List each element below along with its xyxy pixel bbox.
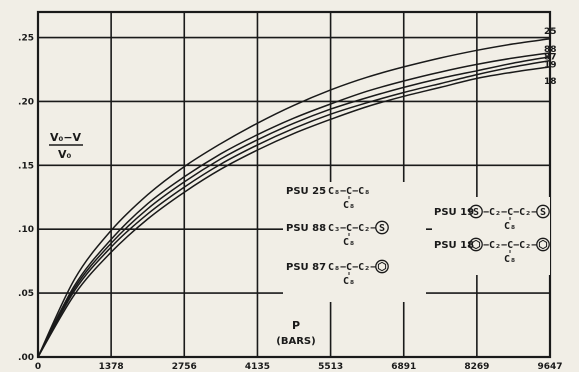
x-tick-label: 1378 <box>99 362 124 372</box>
phenyl-hexagon <box>471 239 481 250</box>
legend-branch: C₈ <box>343 276 355 287</box>
series-end-label: 87 <box>544 53 557 63</box>
phenyl-hexagon <box>377 261 387 272</box>
legend-formula: C₈−C−C₂− <box>328 262 376 273</box>
thiophene-s-label: S <box>379 223 385 234</box>
thiophene-ring-icon <box>469 204 483 219</box>
x-tick-label: 4135 <box>245 362 270 372</box>
x-tick-label: 2756 <box>172 362 197 372</box>
legend-background-right <box>432 197 550 275</box>
legend-branch: C₈ <box>343 200 355 211</box>
series-end-label: 18 <box>544 77 557 87</box>
phenyl-ring-icon <box>536 237 550 252</box>
y-axis-label-numerator: V₀−V <box>50 131 82 144</box>
series-line-25 <box>37 38 551 358</box>
series-line-87 <box>37 55 551 358</box>
x-axis-label: P <box>292 319 300 332</box>
x-tick-label: 8269 <box>464 362 489 372</box>
legend-formula: C₃−C−C₂− <box>328 223 376 234</box>
thiophene-ring-icon <box>536 204 550 219</box>
x-tick-label: 9647 <box>537 362 562 372</box>
legend-formula: C₈−C−C₈ <box>328 186 370 197</box>
legend-label: PSU 19 <box>434 207 474 218</box>
thiophene-ring-icon <box>375 220 389 235</box>
x-tick-label: 6891 <box>391 362 416 372</box>
x-tick-label: 0 <box>35 362 41 372</box>
series-end-label: 19 <box>544 61 557 71</box>
y-axis-label-denominator: V₀ <box>58 148 72 161</box>
legend-background-left <box>283 182 426 302</box>
legend-label: PSU 87 <box>286 262 326 273</box>
legend-formula: −C₂−C−C₂− <box>483 240 537 251</box>
series-line-19 <box>37 59 551 358</box>
y-tick-label: .15 <box>18 161 34 171</box>
series-end-label: 25 <box>544 27 557 37</box>
plot-frame <box>36 10 552 359</box>
phenyl-ring-icon <box>469 237 483 252</box>
y-tick-label: .20 <box>18 97 34 107</box>
phenyl-ring-icon <box>375 259 389 274</box>
legend-branch: C₈ <box>504 254 516 265</box>
thiophene-s-label: S <box>473 207 479 218</box>
x-axis-unit: (BARS) <box>276 336 315 347</box>
legend-branch: C₈ <box>504 221 516 232</box>
legend-label: PSU 25 <box>286 186 326 197</box>
legend-label: PSU 88 <box>286 223 326 234</box>
y-tick-label: .00 <box>18 353 34 363</box>
x-tick-label: 5513 <box>318 362 343 372</box>
thiophene-s-label: S <box>540 207 546 218</box>
series-end-label: 88 <box>544 45 557 55</box>
legend-label: PSU 18 <box>434 240 474 251</box>
y-tick-label: .05 <box>18 289 34 299</box>
legend-formula: −C₂−C−C₂− <box>483 207 537 218</box>
y-tick-label: .10 <box>18 225 34 235</box>
series-line-18 <box>37 66 551 358</box>
phenyl-hexagon <box>538 239 548 250</box>
legend-branch: C₈ <box>343 237 355 248</box>
y-tick-label: .25 <box>18 34 34 44</box>
series-line-88 <box>37 52 551 358</box>
